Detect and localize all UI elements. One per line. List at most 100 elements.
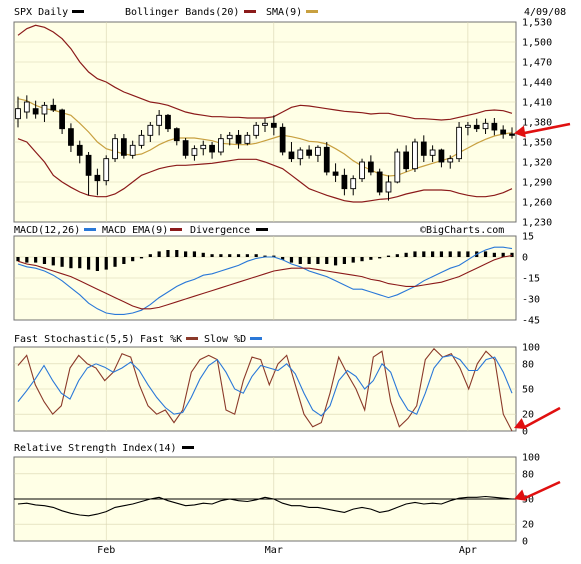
candle-body — [350, 178, 357, 190]
red-arrow-pointer — [514, 480, 561, 501]
divergence-bar — [166, 250, 170, 257]
divergence-bar — [34, 257, 38, 263]
price-header: SPX Daily Bollinger Bands(20) SMA(9) 4/0… — [14, 7, 566, 18]
y-tick-label: 0 — [522, 427, 528, 438]
y-tick-label: 1,260 — [522, 198, 552, 209]
y-tick-label: 50 — [522, 495, 534, 506]
divergence-bar — [272, 255, 276, 257]
candle-body — [341, 174, 348, 190]
bollinger-upper-line — [17, 24, 513, 121]
x-tick-label: Mar — [265, 545, 283, 556]
macd-ema-legend-swatch — [170, 228, 182, 231]
y-tick-label: 1,320 — [522, 158, 552, 169]
candle-body — [191, 148, 198, 156]
candle — [244, 132, 251, 146]
fast-k-line — [17, 347, 513, 432]
divergence-bar — [457, 251, 461, 257]
candle-body — [173, 128, 180, 142]
candle — [94, 168, 101, 196]
candle-body — [103, 158, 110, 182]
candle-body — [385, 181, 392, 193]
price-panel: 1,230 1,260 1,290 1,320 1,350 1,380 1,410 1,440… — [13, 7, 566, 229]
divergence-bar — [51, 257, 55, 266]
candle — [359, 158, 365, 182]
candle-body — [235, 134, 242, 144]
candle — [465, 122, 471, 136]
candle-body — [262, 122, 268, 126]
divergence-bar — [316, 257, 320, 264]
candle — [438, 148, 445, 168]
divergence-bar — [113, 257, 117, 267]
candle — [385, 175, 392, 201]
candle — [315, 145, 321, 162]
candle-body — [50, 104, 57, 111]
candle — [447, 155, 454, 169]
divergence-bar — [298, 257, 302, 264]
y-tick-label: 80 — [522, 469, 534, 480]
candle — [50, 98, 57, 112]
candle — [218, 134, 224, 156]
divergence-bar — [351, 257, 355, 263]
candle — [456, 122, 462, 162]
candle — [226, 132, 233, 146]
divergence-bar — [245, 254, 249, 257]
candle — [473, 118, 480, 132]
red-arrow-pointer — [514, 122, 571, 138]
candle-body — [491, 122, 498, 131]
stochastic-label: Fast Stochastic(5,5) — [14, 334, 134, 345]
macd-label: MACD(12,26) — [14, 225, 80, 236]
y-tick-label: 20 — [522, 410, 534, 421]
candle-body — [412, 141, 418, 170]
sma-legend-swatch — [306, 10, 318, 13]
candle — [165, 114, 171, 132]
y-tick-label: -15 — [522, 274, 540, 285]
candle-body — [112, 138, 118, 160]
divergence-bar — [342, 257, 346, 264]
sma-label: SMA(9) — [266, 7, 302, 18]
candle-body — [226, 134, 233, 140]
candle-body — [473, 124, 480, 130]
divergence-bar — [422, 251, 426, 257]
y-tick-label: 1,380 — [522, 118, 552, 129]
candle — [23, 95, 30, 119]
candle — [323, 142, 330, 176]
candle-body — [447, 158, 454, 163]
candle — [112, 134, 118, 162]
candle-body — [138, 134, 145, 146]
candle-body — [59, 109, 65, 130]
divergence-bar — [333, 257, 338, 266]
divergence-bar — [386, 255, 391, 257]
y-tick-label: 100 — [522, 343, 540, 354]
rsi-line — [17, 495, 513, 517]
divergence-bar — [25, 257, 29, 263]
candle — [59, 108, 65, 134]
candle-body — [438, 149, 445, 163]
divergence-bar — [236, 254, 241, 257]
rsi-legend-swatch — [182, 446, 194, 449]
y-tick-label: 1,410 — [522, 98, 552, 109]
candle — [253, 122, 260, 139]
candle — [367, 155, 374, 176]
fast-k-legend-swatch — [186, 337, 198, 340]
candle — [341, 168, 348, 196]
candle-body — [359, 161, 365, 180]
macd-line — [17, 246, 513, 315]
divergence-bar — [254, 254, 258, 257]
divergence-bar — [431, 251, 435, 257]
candle — [76, 140, 83, 164]
divergence-bar — [281, 257, 285, 260]
divergence-bar — [175, 250, 179, 257]
y-tick-label: 1,350 — [522, 138, 552, 149]
divergence-bar — [448, 251, 452, 257]
candle — [200, 140, 207, 156]
candle — [129, 140, 136, 159]
divergence-bar — [483, 251, 488, 257]
candle-body — [500, 129, 507, 135]
divergence-bar — [148, 254, 152, 257]
divergence-bar — [184, 251, 188, 257]
divergence-bar — [139, 257, 144, 259]
divergence-bar — [439, 251, 444, 257]
divergence-bar — [86, 257, 91, 270]
black-legend-swatch — [72, 10, 84, 13]
